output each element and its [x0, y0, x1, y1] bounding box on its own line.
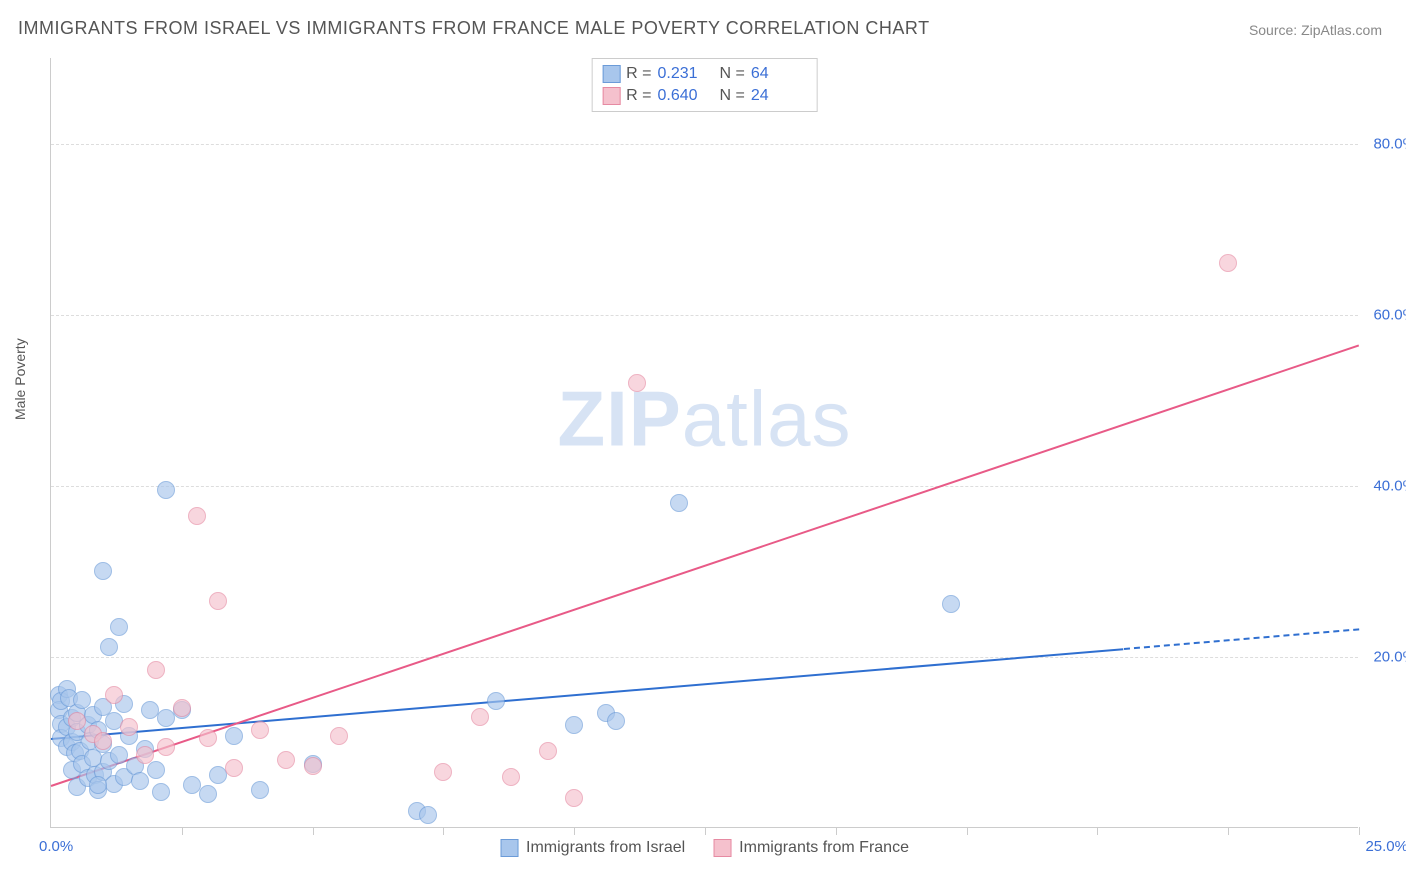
data-point: [136, 746, 154, 764]
data-point: [225, 759, 243, 777]
x-tick: [836, 827, 837, 835]
legend-n-value: 64: [751, 65, 807, 83]
trendline-extrapolation: [1123, 629, 1359, 651]
y-tick-label: 80.0%: [1373, 135, 1406, 152]
legend-n-label: N =: [720, 87, 745, 105]
legend-swatch: [713, 839, 731, 857]
x-axis-origin-label: 0.0%: [39, 838, 73, 855]
watermark-zip: ZIP: [557, 375, 681, 463]
data-point: [199, 729, 217, 747]
x-tick: [1097, 827, 1098, 835]
data-point: [434, 763, 452, 781]
data-point: [110, 746, 128, 764]
data-point: [277, 751, 295, 769]
legend-series-item: Immigrants from France: [713, 839, 909, 857]
legend-row: R = 0.231 N = 64: [602, 63, 807, 85]
y-tick-label: 20.0%: [1373, 648, 1406, 665]
y-axis-label: Male Poverty: [12, 338, 28, 420]
source-label: Source: ZipAtlas.com: [1249, 22, 1382, 38]
data-point: [471, 708, 489, 726]
data-point: [152, 783, 170, 801]
data-point: [147, 761, 165, 779]
x-tick: [967, 827, 968, 835]
gridline-horizontal: [51, 144, 1358, 145]
y-tick-label: 60.0%: [1373, 306, 1406, 323]
legend-r-value: 0.231: [658, 65, 714, 83]
data-point: [539, 742, 557, 760]
data-point: [131, 772, 149, 790]
watermark: ZIPatlas: [557, 374, 851, 465]
x-axis-max-label: 25.0%: [1365, 838, 1406, 855]
legend-n-value: 24: [751, 87, 807, 105]
legend-swatch: [602, 65, 620, 83]
legend-n-label: N =: [720, 65, 745, 83]
x-tick: [182, 827, 183, 835]
gridline-horizontal: [51, 486, 1358, 487]
scatter-chart: ZIPatlas R =0.231N =64R =0.640N =24 0.0%…: [50, 58, 1358, 828]
data-point: [110, 618, 128, 636]
legend-series: Immigrants from Israel Immigrants from Fr…: [500, 839, 909, 857]
x-tick: [705, 827, 706, 835]
data-point: [330, 727, 348, 745]
legend-series-label: Immigrants from France: [739, 839, 909, 857]
legend-series-label: Immigrants from Israel: [526, 839, 685, 857]
data-point: [157, 738, 175, 756]
data-point: [251, 781, 269, 799]
data-point: [487, 692, 505, 710]
chart-title: IMMIGRANTS FROM ISRAEL VS IMMIGRANTS FRO…: [18, 18, 930, 39]
x-tick: [313, 827, 314, 835]
data-point: [100, 638, 118, 656]
data-point: [209, 592, 227, 610]
gridline-horizontal: [51, 657, 1358, 658]
data-point: [251, 721, 269, 739]
legend-r-label: R =: [626, 65, 651, 83]
legend-series-item: Immigrants from Israel: [500, 839, 685, 857]
data-point: [419, 806, 437, 824]
trendline: [51, 648, 1124, 740]
data-point: [147, 661, 165, 679]
data-point: [628, 374, 646, 392]
data-point: [607, 712, 625, 730]
y-tick-label: 40.0%: [1373, 477, 1406, 494]
data-point: [304, 757, 322, 775]
gridline-horizontal: [51, 315, 1358, 316]
data-point: [68, 712, 86, 730]
legend-r-label: R =: [626, 87, 651, 105]
data-point: [94, 732, 112, 750]
data-point: [199, 785, 217, 803]
data-point: [188, 507, 206, 525]
data-point: [942, 595, 960, 613]
data-point: [670, 494, 688, 512]
data-point: [89, 776, 107, 794]
data-point: [502, 768, 520, 786]
x-tick: [574, 827, 575, 835]
data-point: [173, 699, 191, 717]
x-tick: [1359, 827, 1360, 835]
x-tick: [443, 827, 444, 835]
data-point: [225, 727, 243, 745]
data-point: [120, 718, 138, 736]
legend-correlation: R = 0.231 N = 64 R = 0.640 N = 24: [591, 58, 818, 112]
legend-r-value: 0.640: [658, 87, 714, 105]
x-tick: [1228, 827, 1229, 835]
data-point: [105, 686, 123, 704]
legend-row: R = 0.640 N = 24: [602, 85, 807, 107]
legend-swatch: [500, 839, 518, 857]
watermark-atlas: atlas: [682, 375, 852, 463]
trendline: [51, 345, 1360, 788]
legend-swatch: [602, 87, 620, 105]
data-point: [565, 716, 583, 734]
data-point: [157, 481, 175, 499]
data-point: [565, 789, 583, 807]
data-point: [1219, 254, 1237, 272]
data-point: [94, 562, 112, 580]
